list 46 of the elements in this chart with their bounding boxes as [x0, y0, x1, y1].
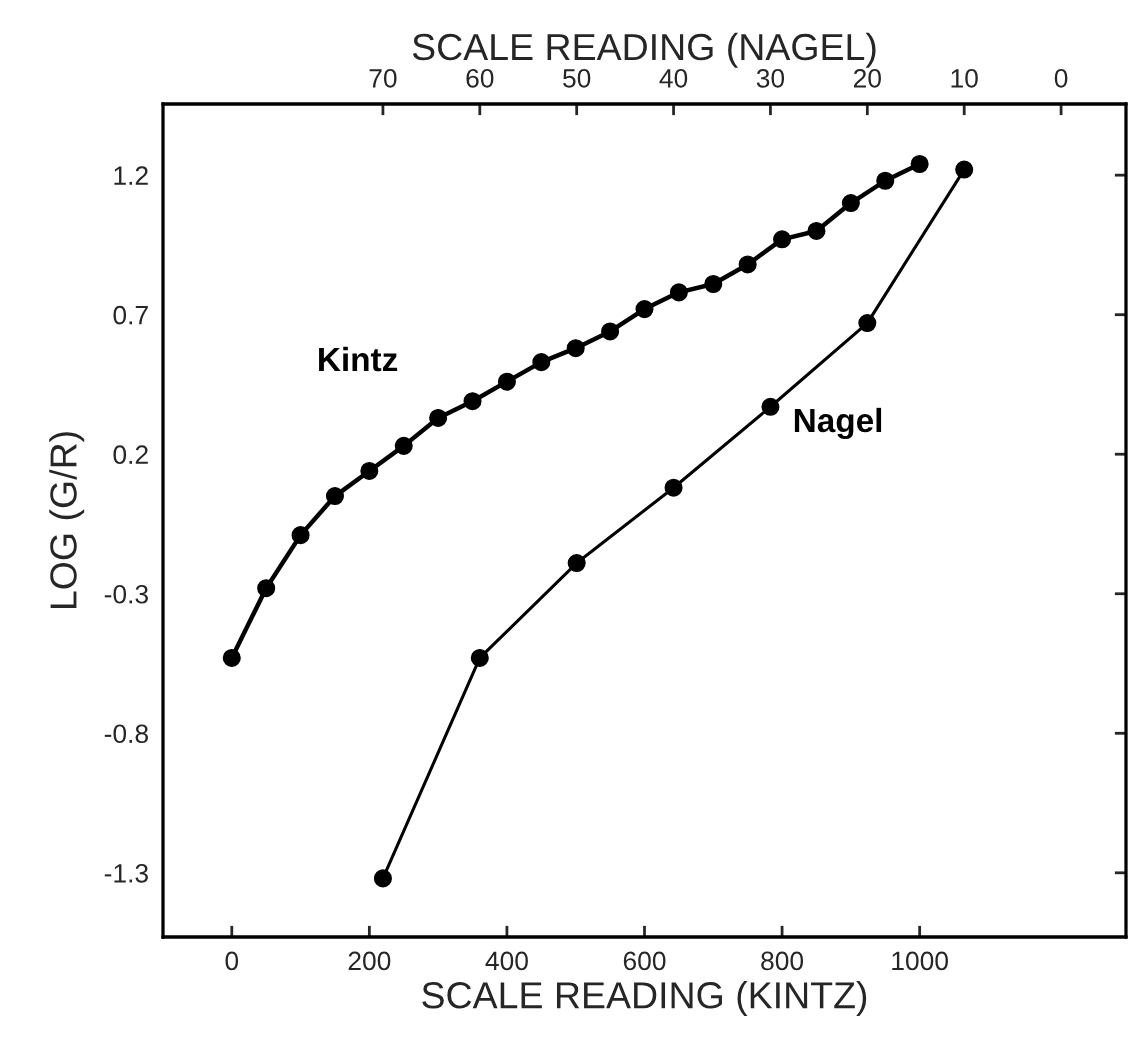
y-tick-label: -1.3 — [104, 863, 148, 883]
x-tick-label: 200 — [348, 951, 391, 971]
x-axis-title: SCALE READING (KINTZ) — [422, 981, 867, 1016]
point — [325, 487, 344, 506]
y-tick-label: 0.2 — [113, 445, 148, 465]
x2-tick-label: 70 — [369, 68, 397, 88]
point — [738, 255, 757, 274]
point — [291, 526, 310, 545]
x2-tick-label: 0 — [1054, 68, 1068, 88]
x-tick-label: 1000 — [892, 951, 948, 971]
y-tick-label: 1.2 — [114, 166, 148, 185]
x2-tick-label: 50 — [563, 68, 591, 88]
x-tick-label: 600 — [623, 951, 666, 971]
point — [635, 300, 654, 319]
point — [429, 408, 448, 427]
x2-axis-title: SCALE READING (NAGEL) — [412, 32, 876, 68]
point — [222, 648, 241, 667]
point — [463, 392, 482, 411]
point — [807, 221, 826, 241]
point — [669, 283, 688, 302]
point — [360, 461, 379, 480]
point — [773, 230, 792, 249]
point — [876, 171, 895, 190]
x2-tick-label: 60 — [466, 68, 494, 88]
point — [910, 154, 929, 174]
y-tick-label: -0.8 — [104, 724, 148, 744]
x2-tick-label: 30 — [756, 68, 785, 88]
series-label: Kintz — [319, 346, 398, 372]
point — [257, 579, 276, 598]
point — [704, 274, 723, 294]
y-tick-label: 0.7 — [113, 305, 148, 325]
x2-tick-label: 10 — [951, 68, 978, 88]
point — [532, 353, 551, 372]
series-label: Nagel — [794, 407, 882, 440]
y-axis-title: LOG (G/R) — [49, 432, 85, 609]
point — [841, 194, 860, 213]
x-tick-label: 0 — [225, 951, 239, 971]
point — [497, 372, 516, 391]
x-tick-label: 800 — [761, 951, 804, 971]
point — [601, 322, 620, 341]
x-tick-label: 400 — [485, 951, 528, 971]
x2-tick-label: 20 — [853, 68, 881, 88]
point — [566, 339, 585, 358]
x2-tick-label: 40 — [659, 68, 688, 88]
y-tick-label: -0.3 — [104, 584, 148, 604]
point — [394, 436, 413, 455]
